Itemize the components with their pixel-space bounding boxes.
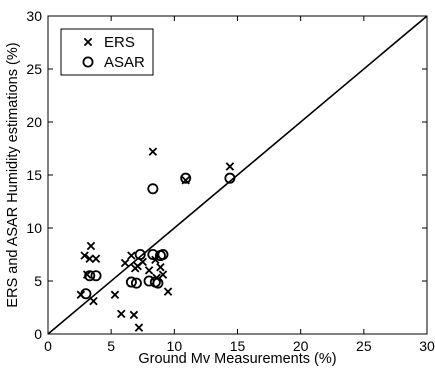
- y-tick-label: 15: [26, 167, 42, 183]
- legend-box: [60, 28, 154, 76]
- x-tick-label: 10: [167, 338, 183, 354]
- series-ers: [76, 147, 235, 332]
- y-axis-label: ERS and ASAR Humidity estimations (%): [5, 42, 21, 307]
- ers-point: [120, 258, 130, 268]
- asar-point: [84, 270, 96, 282]
- x-stroke: [158, 270, 168, 279]
- x-tick-label: 15: [230, 338, 246, 354]
- x-axis-label: Ground Mv Measurements (%): [138, 351, 336, 367]
- ers-point: [80, 251, 89, 260]
- x-stroke: [151, 255, 160, 265]
- axes-layer: 0 5 10 15 20 25 30 0 5 10 15 20 25 30: [26, 8, 435, 354]
- asar-point: [147, 248, 159, 260]
- x-stroke: [129, 310, 139, 320]
- asar-point: [224, 172, 236, 184]
- legend-label-asar: ASAR: [104, 54, 145, 71]
- x-tick-label: 20: [293, 338, 309, 354]
- ers-point: [117, 309, 126, 319]
- asar-point: [180, 172, 192, 184]
- x-stroke: [83, 37, 93, 47]
- x-stroke: [156, 262, 165, 272]
- x-stroke: [110, 290, 120, 300]
- x-stroke: [80, 251, 89, 260]
- y-tick-label: 10: [26, 220, 42, 236]
- x-stroke: [127, 251, 136, 260]
- x-stroke: [225, 162, 235, 171]
- asar-point: [90, 270, 102, 282]
- x-tick-label: 0: [44, 338, 52, 354]
- ers-point: [134, 323, 144, 332]
- y-tick-label: 5: [34, 273, 42, 289]
- series-asar: [80, 172, 236, 300]
- ers-point: [127, 251, 136, 260]
- data-points-layer: [76, 147, 236, 332]
- y-tick-label: 30: [26, 8, 42, 24]
- legend-marker-ers: [83, 37, 93, 47]
- ers-point: [148, 147, 158, 156]
- x-stroke: [120, 258, 130, 268]
- asar-point: [157, 248, 169, 260]
- asar-point: [147, 183, 159, 195]
- x-stroke: [85, 254, 94, 263]
- ers-point: [151, 255, 160, 265]
- legend: ERS ASAR: [60, 28, 154, 76]
- ers-point: [89, 296, 98, 306]
- ers-point: [163, 287, 173, 296]
- ers-point: [91, 254, 101, 263]
- x-stroke: [91, 254, 101, 263]
- ers-point: [158, 270, 168, 279]
- legend-marker-asar: [82, 56, 94, 68]
- x-stroke: [163, 287, 173, 296]
- legend-label-ers: ERS: [104, 34, 135, 51]
- x-stroke: [134, 323, 144, 332]
- reference-line-layer: [47, 15, 428, 335]
- ers-point: [144, 266, 154, 275]
- y-tick-label: 25: [26, 61, 42, 77]
- x-stroke: [144, 266, 154, 275]
- x-stroke: [89, 296, 98, 306]
- x-stroke: [148, 147, 158, 156]
- ers-point: [129, 310, 139, 320]
- x-stroke: [86, 241, 96, 251]
- one-to-one-line: [47, 15, 428, 335]
- asar-point: [130, 277, 142, 289]
- asar-point: [134, 248, 146, 260]
- ers-point: [85, 254, 94, 263]
- ers-point: [110, 290, 120, 300]
- x-stroke: [117, 309, 126, 319]
- asar-point: [80, 288, 92, 300]
- x-tick-label: 25: [356, 338, 372, 354]
- asar-point: [152, 277, 164, 289]
- ers-point: [156, 262, 165, 272]
- y-tick-label: 0: [34, 326, 42, 342]
- x-stroke: [138, 257, 147, 267]
- asar-point: [125, 276, 137, 288]
- x-tick-label: 5: [107, 338, 115, 354]
- y-tick-label: 20: [26, 114, 42, 130]
- ers-point: [86, 241, 96, 251]
- x-tick-label: 30: [419, 338, 435, 354]
- ers-point: [225, 162, 235, 171]
